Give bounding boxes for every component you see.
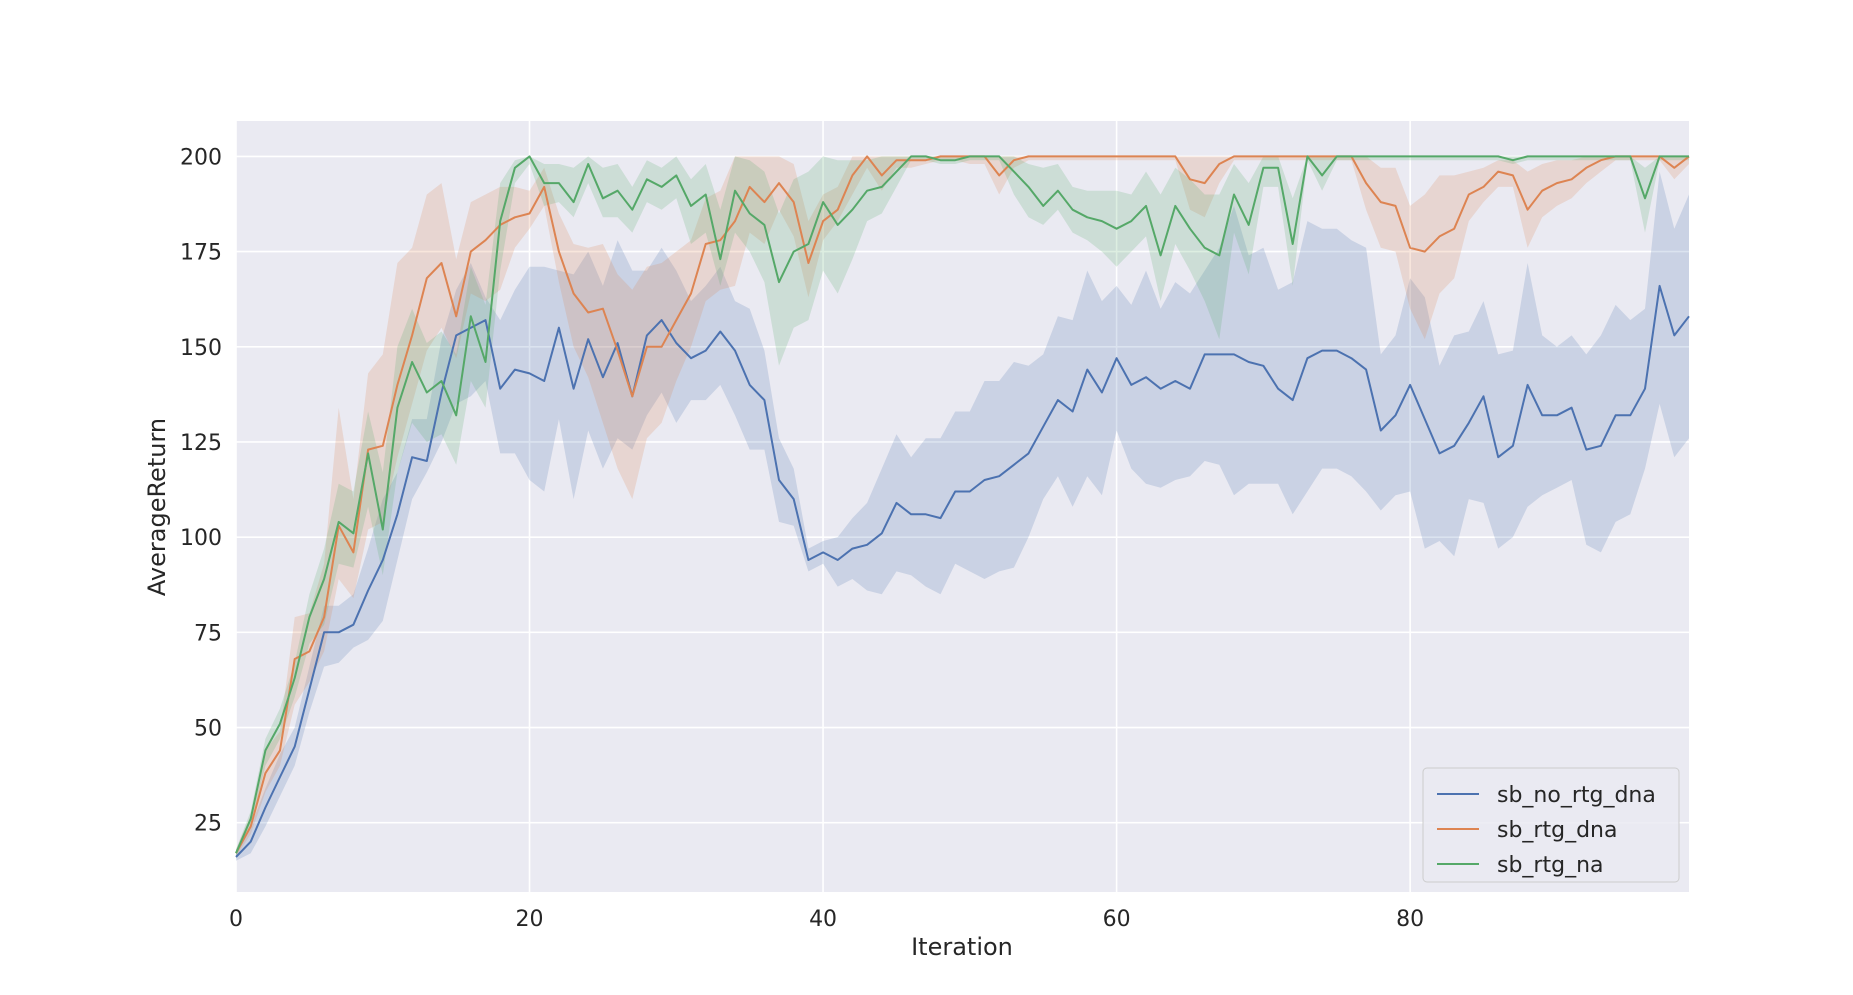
y-tick-labels: 25 50 75 100 125 150 175 200	[180, 145, 222, 836]
x-tick-label: 80	[1396, 907, 1424, 932]
y-tick-label: 125	[180, 431, 222, 456]
x-tick-labels: 0 20 40 60 80	[229, 907, 1424, 932]
series-line-sb_rtg_dna	[235, 155, 1690, 854]
series-band-sb_no_rtg_dna	[236, 171, 1689, 861]
y-tick-label: 25	[194, 812, 222, 837]
y-tick-label: 200	[180, 145, 222, 170]
x-tick-label: 60	[1103, 907, 1131, 932]
x-tick-label: 40	[809, 907, 837, 932]
y-axis-label: AverageReturn	[143, 418, 171, 596]
confidence-bands	[236, 156, 1689, 861]
legend-label: sb_rtg_na	[1497, 853, 1604, 878]
plot-background	[236, 121, 1689, 892]
series-lines	[235, 155, 1690, 858]
legend-label: sb_rtg_dna	[1497, 818, 1617, 843]
grid-lines	[235, 121, 1689, 892]
series-line-sb_rtg_na	[235, 155, 1689, 854]
y-tick-label: 175	[180, 241, 222, 266]
series-line-sb_no_rtg_dna	[235, 284, 1690, 858]
series-band-sb_rtg_dna	[236, 156, 1689, 857]
x-tick-label: 0	[229, 907, 243, 932]
y-tick-label: 100	[180, 526, 222, 551]
legend: sb_no_rtg_dna sb_rtg_dna sb_rtg_na	[1422, 767, 1680, 883]
y-tick-label: 50	[194, 717, 222, 742]
legend-box	[1422, 767, 1680, 883]
legend-label: sb_no_rtg_dna	[1497, 783, 1656, 808]
y-tick-label: 75	[194, 621, 222, 646]
y-tick-label: 150	[180, 336, 222, 361]
x-axis-label: Iteration	[911, 933, 1013, 961]
x-tick-label: 20	[516, 907, 544, 932]
